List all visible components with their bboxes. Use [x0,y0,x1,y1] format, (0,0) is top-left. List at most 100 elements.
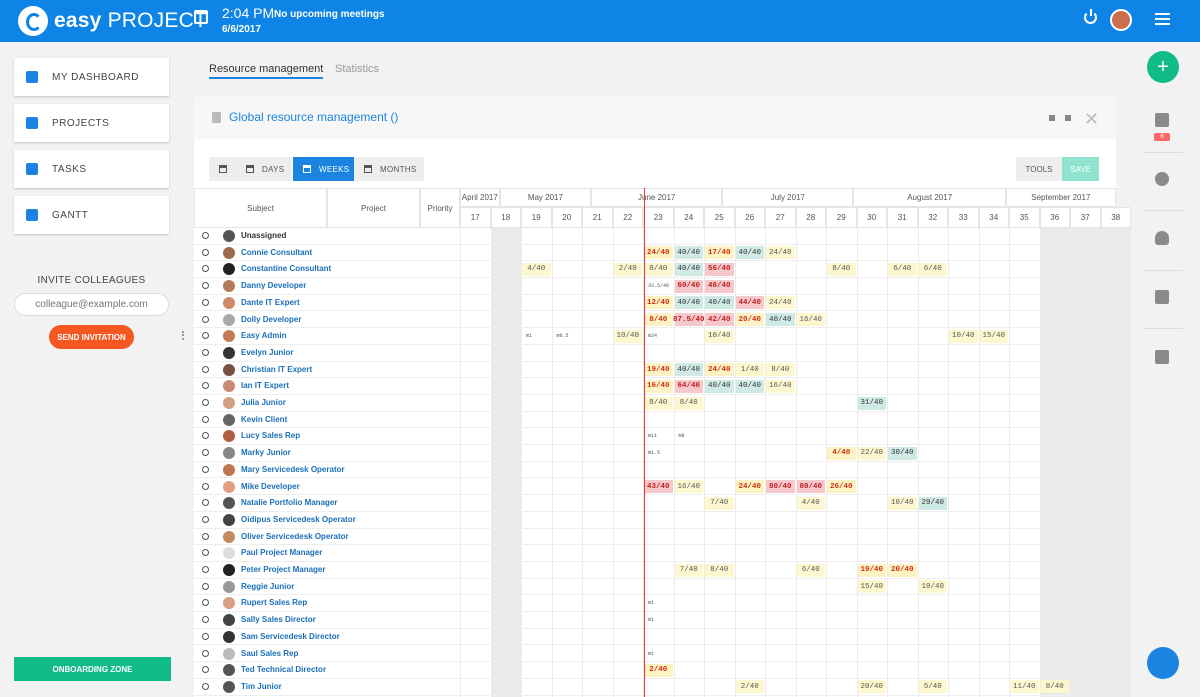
allocation-cell[interactable]: 8/40 [827,262,856,276]
allocation-cell[interactable]: 56/40 [705,262,734,276]
allocation-cell[interactable]: 22/40 [857,446,886,460]
user-name-link[interactable]: Ian IT Expert [241,381,290,391]
user-name-link[interactable]: Peter Project Manager [241,565,326,574]
calendar-icon[interactable] [194,10,208,24]
allocation-cell[interactable]: 40/40 [735,379,764,393]
tab-statistics[interactable]: Statistics [335,63,380,75]
expand-icon[interactable] [202,332,209,340]
allocation-cell[interactable]: 40/40 [705,379,734,393]
allocation-cell[interactable]: 4/40 [796,496,825,510]
user-name-link[interactable]: Mary Servicedesk Operator [241,464,345,474]
allocation-cell[interactable]: 44/40 [735,296,764,310]
week-header[interactable]: 24 [673,207,704,228]
allocation-cell[interactable]: m11 [648,433,658,440]
user-name-link[interactable]: Dolly Developer [241,314,302,324]
allocation-cell[interactable]: 5/40 [918,680,947,694]
column-header-priority[interactable]: Priority [420,188,460,228]
user-name-link[interactable]: Kevin Client [241,414,288,424]
week-header[interactable]: 38 [1100,207,1131,228]
user-avatar[interactable] [1110,9,1132,31]
colleague-email-input[interactable] [14,293,169,316]
week-header[interactable]: 32 [917,207,948,228]
sidebar-resize-handle[interactable] [182,331,184,340]
allocation-cell[interactable]: 20/40 [888,563,917,577]
comment-icon[interactable] [1155,350,1169,364]
week-header[interactable]: 27 [765,207,796,228]
expand-icon[interactable] [202,449,209,457]
expand-icon[interactable] [202,282,209,290]
user-name-link[interactable]: Dante IT Expert [241,297,300,307]
allocation-cell[interactable]: 8/40 [766,363,795,377]
allocation-cell[interactable]: 6/40 [918,262,947,276]
allocation-cell[interactable]: 17/40 [705,246,734,260]
expand-icon[interactable] [202,482,209,490]
calendar-view-button[interactable] [209,157,236,181]
expand-icon[interactable] [202,465,209,473]
allocation-cell[interactable]: 26/40 [827,480,856,493]
user-name-link[interactable]: Mike Developer [241,481,300,491]
delete-icon[interactable] [1049,115,1055,121]
allocation-cell[interactable]: 8/40 [1040,680,1069,694]
allocation-cell[interactable]: 2/40 [644,663,673,677]
week-header[interactable]: 30 [856,207,887,228]
week-header[interactable]: 31 [887,207,918,228]
panel-title[interactable]: Global resource management () [229,110,399,124]
allocation-cell[interactable]: 33.5/40 [648,283,670,290]
user-name-link[interactable]: Ted Technical Director [241,665,327,675]
allocation-cell[interactable]: 8/40 [705,563,734,577]
save-button[interactable]: SAVE [1062,157,1099,181]
allocation-cell[interactable]: m1 [648,617,655,624]
allocation-cell[interactable]: 15/40 [979,329,1008,343]
user-name-link[interactable]: Sally Sales Director [241,615,316,625]
week-header[interactable]: 22 [612,207,643,228]
user-name-link[interactable]: Lucy Sales Rep [241,431,301,441]
close-icon[interactable]: ✕ [1084,109,1100,129]
expand-icon[interactable] [202,365,209,373]
task-check-icon[interactable] [1155,290,1169,304]
week-header[interactable]: 26 [734,207,765,228]
allocation-cell[interactable]: 40/40 [674,363,703,377]
expand-icon[interactable] [202,399,209,406]
allocation-cell[interactable]: 43/40 [644,480,673,493]
week-header[interactable]: 28 [795,207,826,228]
allocation-cell[interactable]: 10/40 [888,496,917,510]
tools-button[interactable]: TOOLS [1016,157,1062,181]
user-name-link[interactable]: Danny Developer [241,281,307,291]
sidebar-item-gantt[interactable]: GANTT [14,196,169,234]
allocation-cell[interactable]: m1.5 [648,450,661,457]
expand-icon[interactable] [202,382,209,390]
user-name-link[interactable]: Saul Sales Rep [241,648,299,658]
expand-icon[interactable] [202,432,209,440]
week-header[interactable]: 34 [978,207,1009,228]
tab-resource-management[interactable]: Resource management [209,63,324,79]
allocation-cell[interactable]: 6/40 [796,563,825,577]
week-header[interactable]: 37 [1070,207,1101,228]
allocation-cell[interactable]: 40/40 [705,296,734,310]
allocation-cell[interactable]: 20/40 [857,680,886,694]
user-name-link[interactable]: Natalie Portfolio Manager [241,498,338,508]
add-button[interactable]: + [1147,51,1179,83]
allocation-cell[interactable]: 40/40 [674,246,703,260]
expand-icon[interactable] [202,682,209,690]
expand-icon[interactable] [202,232,209,239]
user-name-link[interactable]: Paul Project Manager [241,548,323,558]
logo[interactable]: easy PROJECT [18,6,207,36]
allocation-cell[interactable]: 24/40 [735,480,764,493]
column-header-project[interactable]: Project [327,188,420,228]
expand-icon[interactable] [202,632,209,640]
allocation-cell[interactable]: m24 [648,333,658,340]
user-name-link[interactable]: Christian IT Expert [241,364,313,374]
allocation-cell[interactable]: 7/40 [674,563,703,577]
column-header-subject[interactable]: Subject [194,188,327,228]
allocation-cell[interactable]: 8/40 [674,396,703,410]
week-header[interactable]: 21 [582,207,613,228]
allocation-cell[interactable]: 1/40 [735,363,764,377]
user-name-link[interactable]: Oliver Servicedesk Operator [241,531,349,541]
allocation-cell[interactable]: 8/40 [644,396,673,410]
allocation-cell[interactable]: m1 [648,650,655,657]
lightbulb-icon[interactable] [1155,231,1169,245]
allocation-cell[interactable]: 24/40 [766,296,795,310]
allocation-cell[interactable]: 80/40 [766,480,795,493]
week-header[interactable]: 29 [826,207,857,228]
allocation-cell[interactable]: 10/40 [613,329,642,343]
